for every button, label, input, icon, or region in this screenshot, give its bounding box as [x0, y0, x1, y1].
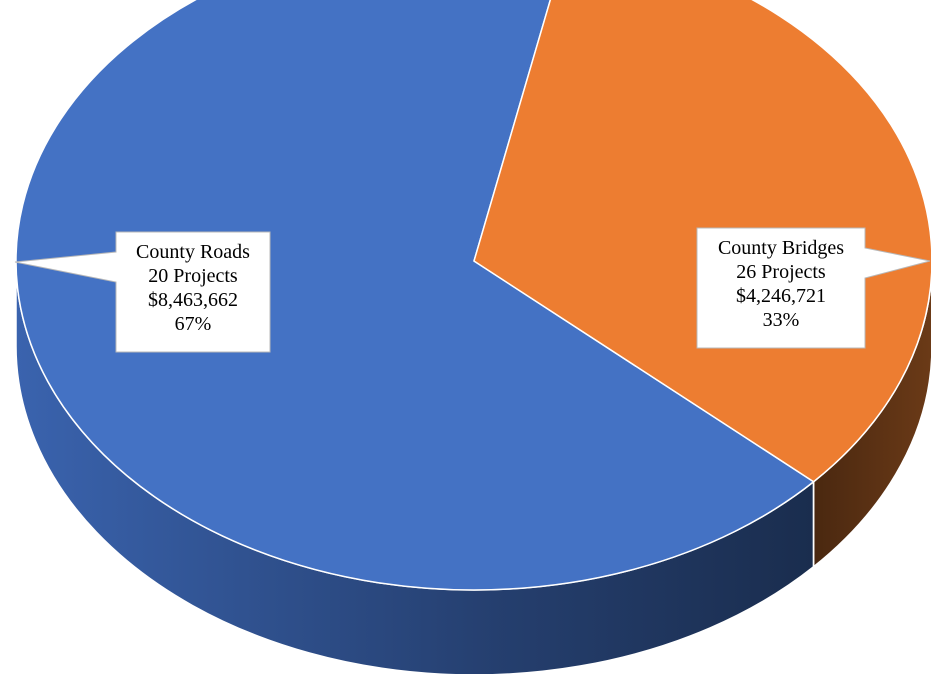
callout-projects-label: 20 Projects	[148, 265, 238, 287]
callout-projects-label: 26 Projects	[736, 261, 826, 283]
callout-percent-label: 33%	[763, 309, 800, 331]
callout-category-label: County Roads	[136, 241, 250, 263]
callout-box	[14, 231, 271, 353]
callout-percent-label: 67%	[175, 313, 212, 335]
callout-amount-label: $4,246,721	[736, 285, 826, 307]
callout-category-label: County Bridges	[718, 237, 844, 259]
pie-slice-county-roads	[15, 0, 815, 591]
callout-amount-label: $8,463,662	[148, 289, 238, 311]
callout-box	[696, 227, 931, 349]
